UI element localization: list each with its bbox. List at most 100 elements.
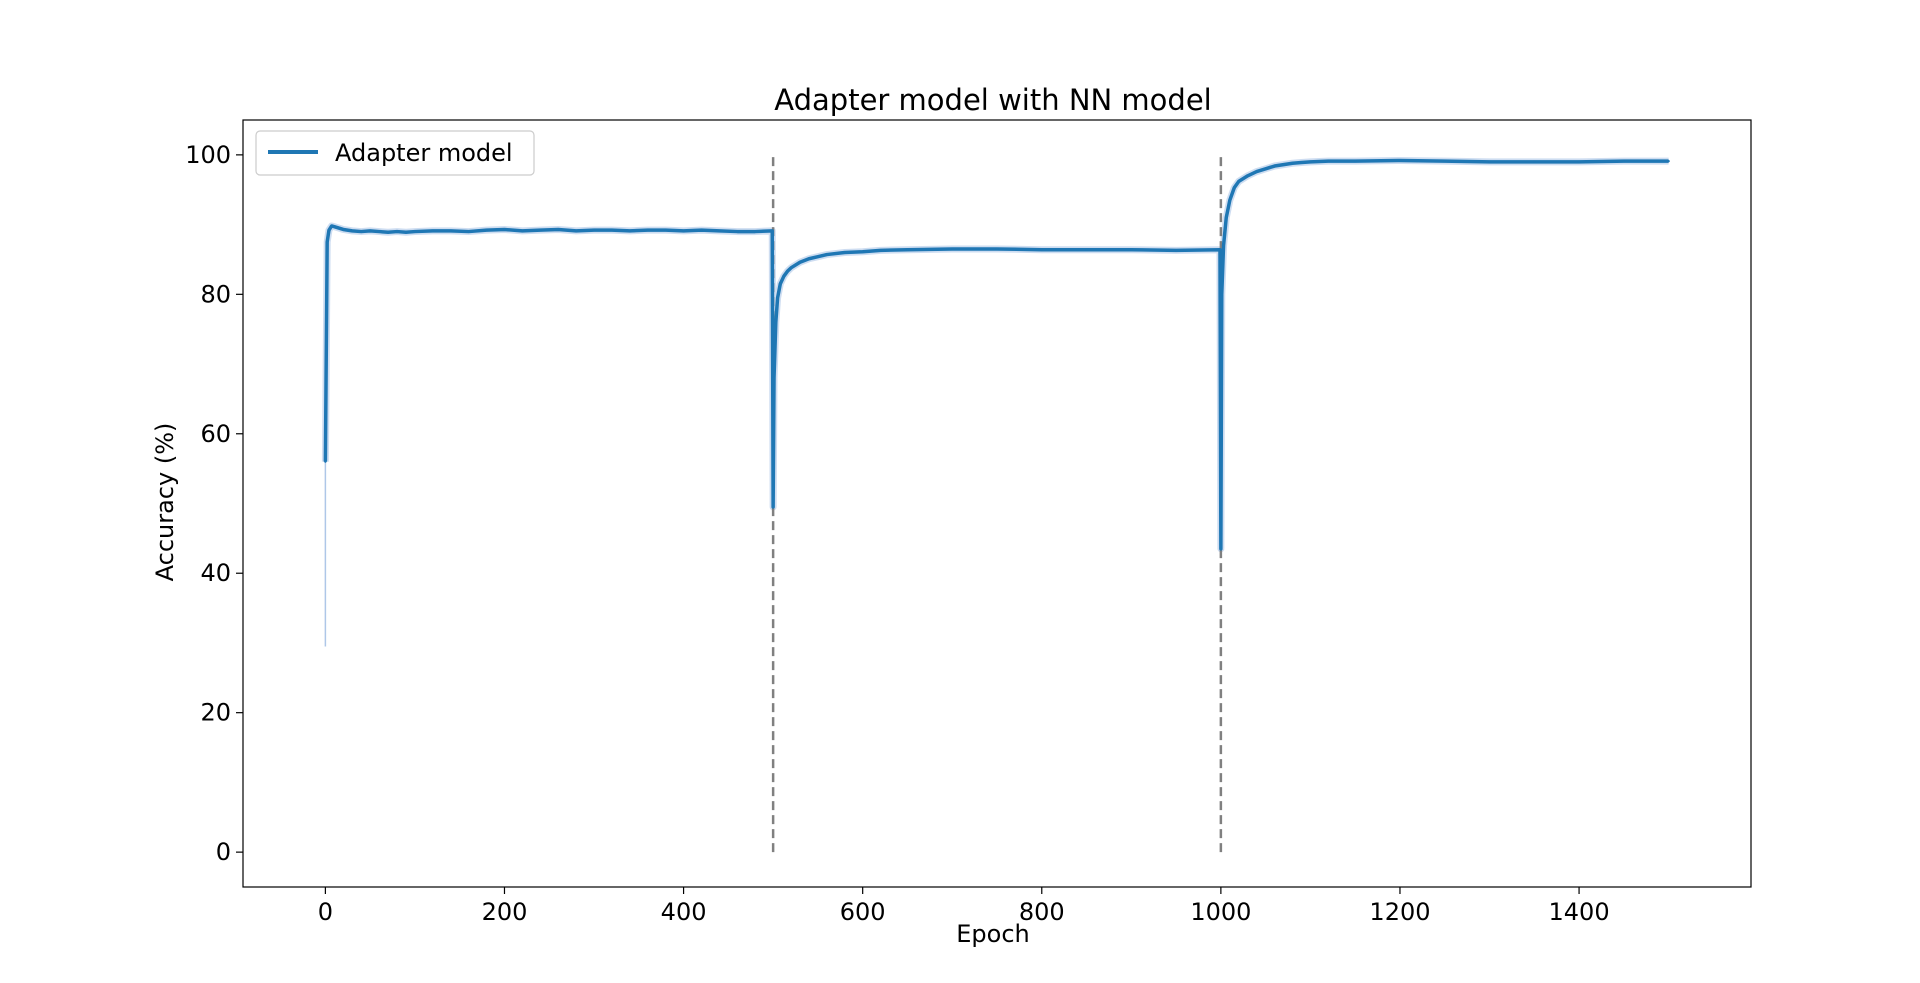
x-tick-label: 1000 bbox=[1190, 898, 1251, 926]
data-point bbox=[368, 229, 372, 233]
data-point bbox=[906, 248, 909, 251]
data-point bbox=[682, 229, 685, 233]
data-point bbox=[1667, 159, 1670, 163]
axes-frame bbox=[242, 119, 1752, 888]
data-point bbox=[485, 228, 488, 232]
data-point bbox=[342, 228, 345, 231]
data-point bbox=[557, 228, 560, 231]
data-point bbox=[1225, 216, 1228, 219]
data-point bbox=[377, 230, 381, 233]
data-point bbox=[1219, 547, 1223, 551]
data-point bbox=[1488, 160, 1491, 164]
data-point bbox=[1040, 248, 1043, 251]
legend-box bbox=[255, 130, 535, 176]
data-point bbox=[404, 231, 408, 234]
data-point bbox=[736, 230, 739, 233]
data-point bbox=[1309, 160, 1312, 164]
data-point bbox=[503, 228, 506, 231]
data-point bbox=[1228, 198, 1232, 202]
data-point bbox=[789, 266, 793, 270]
data-point bbox=[1218, 248, 1222, 251]
data-point bbox=[1174, 249, 1178, 252]
data-point bbox=[333, 225, 336, 228]
data-point bbox=[1085, 248, 1088, 251]
data-point bbox=[467, 230, 470, 233]
data-point bbox=[1222, 244, 1225, 247]
y-tick-label: 60 bbox=[200, 420, 231, 448]
data-point bbox=[1264, 167, 1267, 171]
data-point bbox=[1282, 163, 1285, 166]
data-point bbox=[798, 261, 802, 264]
x-axis-ticks: 0 200 400 600 800 1000 1200 1400 bbox=[318, 887, 1610, 926]
data-point bbox=[700, 228, 703, 232]
data-point bbox=[816, 255, 820, 258]
data-point bbox=[521, 229, 524, 233]
plot-area bbox=[242, 119, 1752, 888]
data-point bbox=[774, 321, 778, 324]
data-point bbox=[782, 274, 786, 278]
series-layer bbox=[323, 158, 1670, 551]
x-tick-label: 600 bbox=[840, 898, 886, 926]
data-point bbox=[1327, 159, 1330, 163]
x-tick-label: 800 bbox=[1019, 898, 1065, 926]
data-point bbox=[771, 229, 774, 233]
data-point bbox=[360, 230, 363, 233]
data-point bbox=[772, 376, 776, 380]
data-point bbox=[1577, 160, 1581, 164]
data-point bbox=[1233, 186, 1236, 189]
data-point bbox=[995, 247, 999, 251]
series-line-adapter-model bbox=[323, 158, 1669, 551]
data-point bbox=[779, 282, 782, 286]
data-point bbox=[395, 230, 399, 233]
data-point bbox=[754, 230, 757, 233]
data-point bbox=[1353, 159, 1357, 163]
data-point bbox=[386, 231, 390, 234]
x-tick-label: 0 bbox=[318, 898, 333, 926]
data-point bbox=[807, 257, 811, 260]
data-point bbox=[1291, 162, 1294, 165]
data-point bbox=[610, 228, 614, 232]
data-point bbox=[330, 224, 333, 228]
y-axis-label: Accuracy (%) bbox=[151, 423, 179, 582]
data-point bbox=[1237, 180, 1240, 183]
data-point bbox=[825, 253, 829, 256]
legend-label-adapter-model: Adapter model bbox=[335, 139, 513, 167]
y-tick-label: 80 bbox=[200, 280, 231, 308]
data-point bbox=[324, 460, 327, 463]
data-point bbox=[664, 228, 667, 232]
data-point bbox=[1533, 160, 1536, 164]
data-point bbox=[646, 228, 649, 232]
y-tick-label: 100 bbox=[185, 141, 231, 169]
x-axis-label: Epoch bbox=[956, 920, 1030, 948]
data-point bbox=[786, 270, 789, 273]
data-point bbox=[592, 228, 596, 232]
data-point bbox=[1255, 170, 1258, 173]
data-point bbox=[351, 229, 354, 233]
data-point bbox=[1300, 161, 1303, 164]
data-point bbox=[628, 229, 632, 233]
y-axis-ticks: 0 20 40 60 80 100 bbox=[185, 141, 243, 866]
data-point bbox=[1398, 159, 1402, 162]
data-point bbox=[327, 228, 331, 232]
data-point bbox=[718, 229, 721, 233]
data-point bbox=[776, 296, 779, 300]
data-point bbox=[951, 247, 954, 251]
data-point bbox=[337, 226, 341, 230]
x-tick-label: 1200 bbox=[1369, 898, 1430, 926]
data-point bbox=[843, 251, 846, 254]
y-tick-label: 40 bbox=[200, 559, 231, 587]
data-point bbox=[771, 505, 775, 509]
data-point bbox=[1273, 164, 1276, 168]
x-tick-label: 400 bbox=[661, 898, 707, 926]
data-point bbox=[325, 240, 329, 244]
data-point bbox=[1220, 293, 1223, 296]
data-point bbox=[1130, 248, 1133, 251]
data-point bbox=[1622, 159, 1626, 163]
data-point bbox=[861, 250, 864, 253]
data-point bbox=[413, 230, 417, 233]
data-point bbox=[879, 249, 882, 252]
x-tick-label: 200 bbox=[482, 898, 528, 926]
y-tick-label: 20 bbox=[200, 699, 231, 727]
legend: Adapter model bbox=[255, 130, 535, 176]
